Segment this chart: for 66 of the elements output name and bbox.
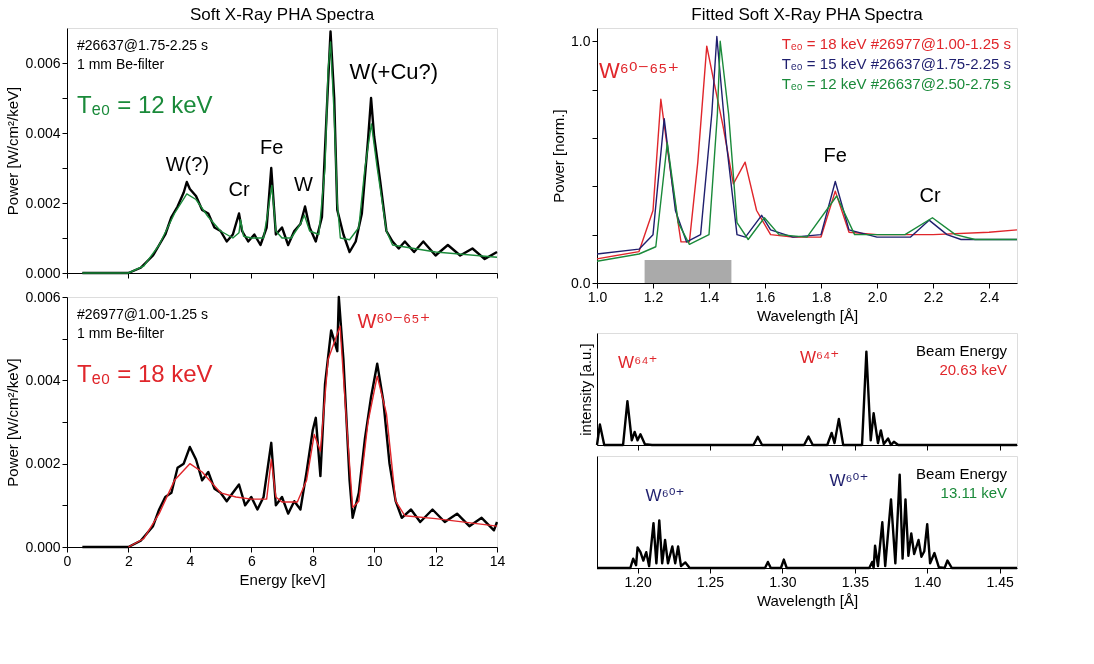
x-tick-label: 2 (125, 552, 134, 569)
y-tick-label: 0.002 (25, 194, 61, 211)
annotation: 1 mm Be-filter (77, 325, 165, 341)
x-axis-title: Wavelength [Å] (756, 591, 859, 609)
y-tick-label: 0.000 (25, 538, 61, 555)
annotation: W(+Cu?) (349, 59, 439, 85)
annotation: 1 mm Be-filter (77, 56, 165, 72)
annotation: #26977@1.00-1.25 s (77, 306, 208, 322)
x-axis-title: Energy [keV] (239, 570, 326, 588)
x-axis-title: Wavelength [Å] (756, 306, 859, 324)
y-axis-title: Power [W/cm²/keV] (4, 86, 22, 216)
text: Tₑ₀ = 12 keV #26637@2.50-2.75 s (781, 75, 1011, 92)
y-tick-label: 0.002 (25, 455, 61, 472)
chart-title: Fitted Soft X-Ray PHA Spectra (691, 5, 924, 24)
annotation: #26637@1.75-2.25 s (77, 37, 208, 53)
x-tick-label: 1.20 (624, 573, 652, 590)
annotation: 13.11 keV (940, 484, 1007, 501)
y-tick-label: 0.004 (25, 124, 61, 141)
x-tick-label: 4 (186, 552, 195, 569)
annotation: Beam Energy (916, 465, 1008, 482)
y-axis-title: Power [norm.] (550, 109, 568, 203)
annotation: W⁶⁰⁻⁶⁵⁺ (598, 58, 680, 84)
annotation: W⁶⁴⁺ (799, 347, 840, 367)
annotation: W⁶⁰⁻⁶⁵⁺ (357, 310, 431, 332)
annotation: W⁶⁰⁺ (829, 470, 869, 490)
x-tick-label: 14 (489, 552, 506, 569)
x-tick-label: 10 (366, 552, 383, 569)
x-tick-label: 1.25 (696, 573, 725, 590)
y-tick-label: 0.0 (571, 274, 591, 291)
x-tick-label: 1.45 (986, 573, 1014, 590)
y-tick-label: 0.006 (25, 288, 61, 305)
text: Tₑ₀ = 15 keV #26637@1.75-2.25 s (781, 55, 1011, 72)
x-tick-label: 0 (63, 552, 72, 569)
annotation: Beam Energy (916, 342, 1008, 359)
x-tick-label: 6 (247, 552, 256, 569)
annotation: Fe (823, 143, 847, 166)
x-tick-label: 2.4 (979, 288, 1000, 305)
annotation: W (294, 172, 314, 195)
text: Tₑ₀ = 18 keV (77, 360, 213, 387)
annotation: Fe (260, 136, 284, 159)
chart-title: Soft X-Ray PHA Spectra (189, 5, 375, 24)
text: Tₑ₀ = 18 keV #26977@1.00-1.25 s (781, 35, 1011, 52)
y-axis-title: Power [W/cm²/keV] (4, 358, 22, 487)
annotation: W⁶⁰⁺ (645, 486, 685, 506)
y-axis-title: intensity [a.u.] (576, 343, 594, 436)
annotation: W(?) (165, 153, 210, 176)
y-tick-label: 0.004 (25, 371, 61, 388)
x-tick-label: 1.4 (699, 288, 720, 305)
text: Tₑ₀ = 12 keV (77, 91, 213, 118)
x-tick-label: 1.8 (811, 288, 832, 305)
annotation: W⁶⁴⁺ (618, 353, 658, 373)
annotation: 20.63 keV (939, 361, 1007, 378)
x-tick-label: 1.35 (841, 573, 870, 590)
x-tick-label: 1.0 (587, 288, 608, 305)
x-tick-label: 1.30 (769, 573, 797, 590)
x-tick-label: 1.40 (914, 573, 942, 590)
annotation: Cr (919, 184, 941, 207)
y-tick-label: 0.000 (25, 264, 61, 281)
y-tick-label: 0.006 (25, 54, 61, 71)
x-tick-label: 2.2 (923, 288, 944, 305)
x-tick-label: 8 (309, 552, 318, 569)
annotation: Cr (228, 177, 250, 200)
x-tick-label: 1.2 (643, 288, 664, 305)
x-tick-label: 1.6 (755, 288, 776, 305)
x-tick-label: 2.0 (867, 288, 888, 305)
x-tick-label: 12 (428, 552, 445, 569)
